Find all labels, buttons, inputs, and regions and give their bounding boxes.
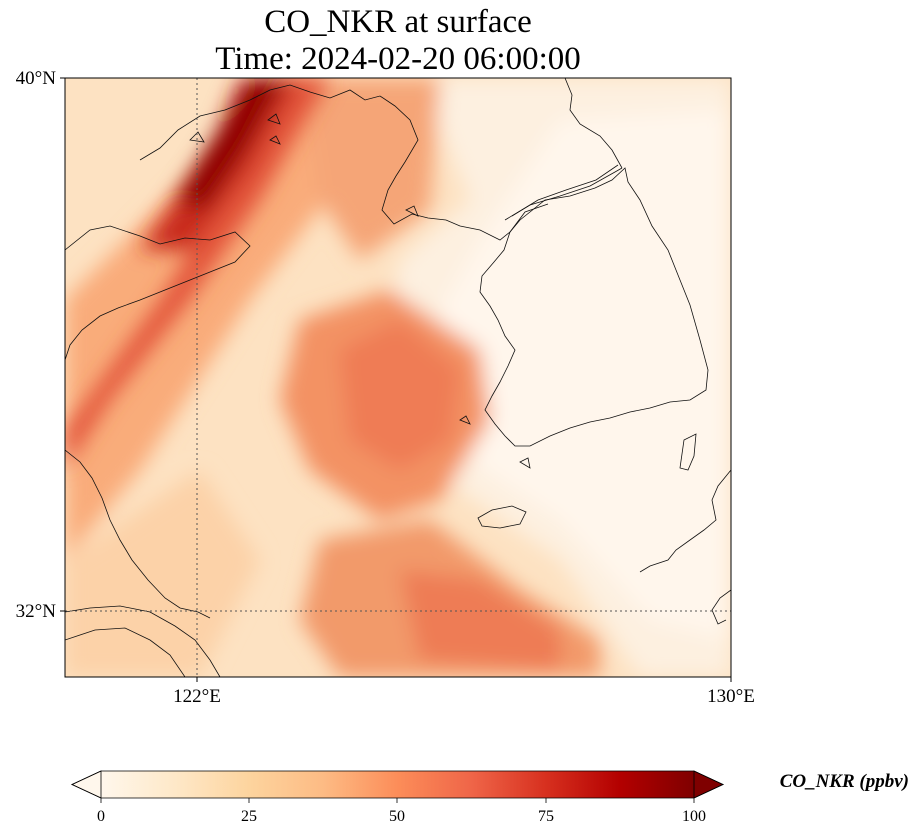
map-subtitle-time: Time: 2024-02-20 06:00:00 [215,41,581,77]
colorbar-label: CO_NKR (ppbv) [780,771,909,792]
colorbar-tick-50: 50 [389,808,405,825]
lon-tick-130E: 130°E [707,686,755,707]
map-frame [64,77,732,678]
colorbar-min-extend [71,770,102,799]
coastline-yangtze [65,605,221,677]
colorbar-max-extend [693,770,724,799]
colorbar-tick-100: 100 [682,808,706,825]
coastline-korea [479,167,709,447]
colorbar-tick-0: 0 [97,808,105,825]
lat-tick-40N: 40°N [16,68,57,89]
gridlines [65,78,731,677]
coastline-liaodong [139,84,511,241]
coastline-shandong [65,225,251,361]
lon-tick-122E: 122°E [173,686,221,707]
colorbar: 0 25 50 75 100 CO_NKR (ppbv) [71,770,909,825]
coastlines [65,78,731,677]
concentration-field [65,78,731,677]
coastline-japan [639,469,731,625]
jeju-island [477,505,527,529]
colorbar-tick-75: 75 [538,808,554,825]
coastline-jiangsu [65,449,211,619]
colorbar-tick-25: 25 [241,808,257,825]
lat-tick-32N: 32°N [16,601,57,622]
map-title: CO_NKR at surface [264,4,532,40]
